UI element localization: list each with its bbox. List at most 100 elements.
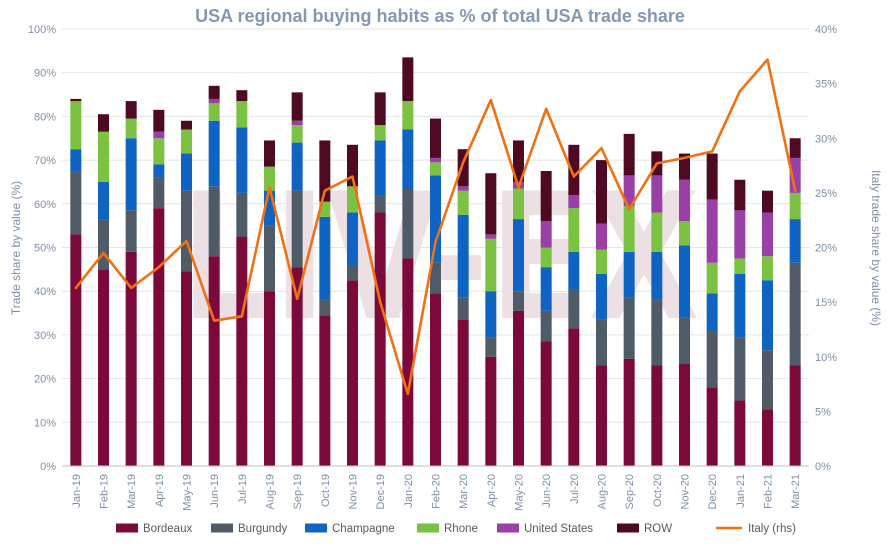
bar-champagne	[347, 212, 358, 265]
legend-swatch-rhone	[417, 523, 439, 533]
bar-burgundy	[457, 297, 469, 320]
bar-champagne	[264, 190, 275, 226]
bar-burgundy	[125, 210, 137, 252]
bar-rhone	[679, 221, 690, 246]
x-tick-label: Jun-20	[541, 474, 553, 508]
bar-bordeaux	[181, 271, 192, 466]
bar-rhone	[457, 190, 469, 215]
bar-burgundy	[623, 297, 635, 359]
bar-row	[181, 120, 192, 130]
bar-rhone	[98, 131, 109, 182]
x-tick-label: Jul-19	[237, 474, 249, 504]
bar-bordeaux	[762, 409, 773, 466]
bar-united-states	[734, 210, 746, 259]
bar-champagne	[291, 142, 303, 191]
bar-champagne	[208, 120, 220, 187]
bar-champagne	[513, 219, 524, 292]
bar-rhone	[319, 201, 331, 217]
bar-champagne	[236, 127, 248, 193]
bar-bordeaux	[236, 236, 248, 466]
y-tick-label: 100%	[28, 24, 56, 36]
bar-bordeaux	[402, 258, 414, 466]
bar-row	[291, 92, 303, 121]
legend-label-bordeaux: Bordeaux	[143, 523, 192, 535]
y2-tick-label: 30%	[815, 133, 837, 145]
bar-burgundy	[651, 299, 663, 366]
legend-label-united-states: United States	[524, 523, 593, 535]
x-tick-label: Jan-21	[735, 474, 747, 508]
bar-champagne	[596, 273, 607, 320]
y-tick-label: 70%	[34, 155, 56, 167]
x-tick-label: Oct-20	[652, 474, 664, 507]
bar-bordeaux	[70, 234, 82, 466]
x-tick-label: Aug-20	[597, 474, 609, 509]
chart-title: USA regional buying habits as % of total…	[195, 6, 685, 26]
bar-rhone	[208, 103, 220, 121]
bar-burgundy	[402, 188, 414, 259]
bar-champagne	[485, 291, 497, 338]
y2-axis-title: Italy trade share by value (%)	[869, 170, 883, 326]
bar-rhone	[596, 249, 607, 274]
bar-row	[402, 57, 414, 102]
bar-bordeaux	[623, 358, 635, 466]
bar-bordeaux	[153, 208, 165, 467]
bar-bordeaux	[568, 328, 580, 466]
bar-bordeaux	[596, 365, 607, 466]
bar-united-states	[789, 157, 801, 193]
x-tick-label: Oct-19	[320, 474, 332, 507]
x-tick-label: Jan-19	[71, 474, 83, 508]
legend-swatch-champagne	[305, 523, 327, 533]
bar-row	[430, 118, 441, 158]
bar-row	[347, 144, 358, 187]
legend-label-rhone: Rhone	[444, 523, 478, 535]
bar-burgundy	[374, 195, 386, 213]
bar-burgundy	[789, 262, 801, 366]
bar-champagne	[540, 267, 552, 311]
bar-burgundy	[706, 330, 718, 388]
bar-champagne	[789, 219, 801, 263]
bar-burgundy	[513, 291, 524, 311]
axes: 0% 10% 20% 30% 40% 50% 60% 70% 80% 90% 100% 0% 5% 10%…	[28, 24, 837, 511]
x-tick-label: Jul-20	[569, 474, 581, 504]
y-tick-label: 10%	[34, 417, 56, 429]
bar-bordeaux	[789, 365, 801, 466]
bar-burgundy	[236, 192, 248, 237]
bar-rhone	[181, 129, 192, 154]
bar-row	[734, 179, 746, 211]
bar-champagne	[623, 251, 635, 298]
bar-row	[153, 109, 165, 132]
legend-swatch-burgundy	[211, 523, 233, 533]
bar-rhone	[264, 166, 275, 191]
bar-row	[596, 160, 607, 224]
bar-united-states	[568, 195, 580, 209]
x-tick-label: Feb-19	[99, 474, 111, 509]
bar-burgundy	[347, 264, 358, 281]
bar-bordeaux	[457, 319, 469, 466]
bar-united-states	[596, 223, 607, 250]
bar-row	[125, 101, 137, 119]
bar-rhone	[513, 188, 524, 220]
y-tick-label: 20%	[34, 374, 56, 386]
x-tick-label: Apr-20	[486, 474, 498, 507]
x-tick-label: Sep-19	[292, 474, 304, 509]
y-tick-label: 80%	[34, 111, 56, 123]
bar-champagne	[70, 149, 82, 172]
bar-burgundy	[734, 337, 746, 401]
y2-tick-label: 35%	[815, 79, 837, 91]
bar-row	[762, 190, 773, 213]
bar-rhone	[70, 101, 82, 150]
bar-burgundy	[264, 225, 275, 292]
y-axis-title: Trade share by value (%)	[9, 181, 23, 315]
bar-rhone	[485, 238, 497, 292]
bar-rhone	[125, 118, 137, 139]
bar-united-states	[208, 98, 220, 104]
bar-champagne	[319, 216, 331, 300]
bar-burgundy	[319, 299, 331, 316]
bar-rhone	[789, 192, 801, 220]
bar-row	[485, 173, 497, 235]
bar-row	[457, 149, 469, 187]
y-tick-label: 30%	[34, 330, 56, 342]
bar-row	[540, 171, 552, 222]
line-italy-rhs	[74, 58, 797, 396]
bar-champagne	[402, 129, 414, 189]
